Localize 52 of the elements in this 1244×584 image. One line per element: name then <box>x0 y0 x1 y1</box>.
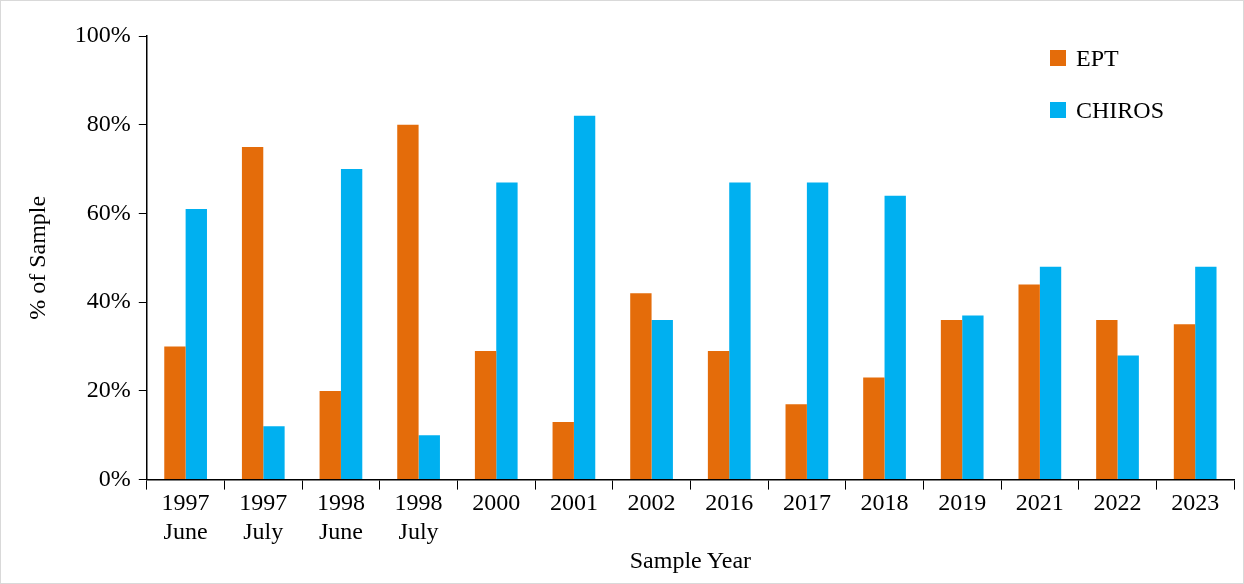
x-tick-label: 2016 <box>705 489 754 516</box>
bar <box>651 319 673 480</box>
bar <box>1096 319 1118 480</box>
bar <box>241 146 264 480</box>
legend-label: EPT <box>1076 44 1119 72</box>
bar <box>1039 266 1062 480</box>
x-tick-label: 2000 <box>472 489 521 516</box>
x-tick-label: 2022 <box>1093 489 1142 516</box>
bar <box>496 182 518 480</box>
y-tick-label: 0% <box>98 464 131 491</box>
x-tick-label: 2001 <box>549 489 598 516</box>
bar <box>397 124 419 480</box>
bar <box>863 377 885 480</box>
bar <box>1173 324 1196 480</box>
bar <box>164 346 186 480</box>
bar <box>263 426 285 480</box>
x-tick-label: 2017 <box>782 489 831 516</box>
x-tick-label: 1997 July <box>239 489 288 545</box>
x-tick-label: 1998 June <box>316 489 365 545</box>
bar <box>418 435 440 480</box>
x-tick-label: 1998 July <box>394 489 443 545</box>
y-tick-label: 100% <box>74 21 131 48</box>
bar <box>884 195 906 480</box>
bar <box>319 390 341 480</box>
bar <box>340 169 363 480</box>
x-tick-label: 1997 June <box>161 489 210 545</box>
bar <box>1195 266 1217 480</box>
legend-label: CHIROS <box>1076 96 1165 124</box>
bar <box>630 293 652 480</box>
bar <box>729 182 751 480</box>
bar <box>940 319 963 480</box>
bar <box>573 115 596 480</box>
y-tick-label: 40% <box>86 287 131 314</box>
x-tick-label: 2018 <box>860 489 909 516</box>
bar <box>474 350 497 480</box>
bar <box>785 404 807 480</box>
bar <box>552 421 574 480</box>
y-tick-label: 80% <box>86 110 131 137</box>
y-axis-title: % of Sample <box>23 195 50 320</box>
x-tick-label: 2021 <box>1015 489 1064 516</box>
y-tick-label: 20% <box>86 376 131 403</box>
bar <box>962 315 984 480</box>
x-tick-label: 2019 <box>938 489 987 516</box>
bar <box>185 209 207 480</box>
x-tick-label: 2002 <box>627 489 676 516</box>
bar <box>1117 355 1139 480</box>
x-tick-label: 2023 <box>1171 489 1220 516</box>
bar <box>1018 284 1040 480</box>
bar <box>806 182 829 480</box>
bar <box>707 350 730 480</box>
y-tick-label: 60% <box>86 198 131 225</box>
x-axis-title: Sample Year <box>629 546 752 573</box>
